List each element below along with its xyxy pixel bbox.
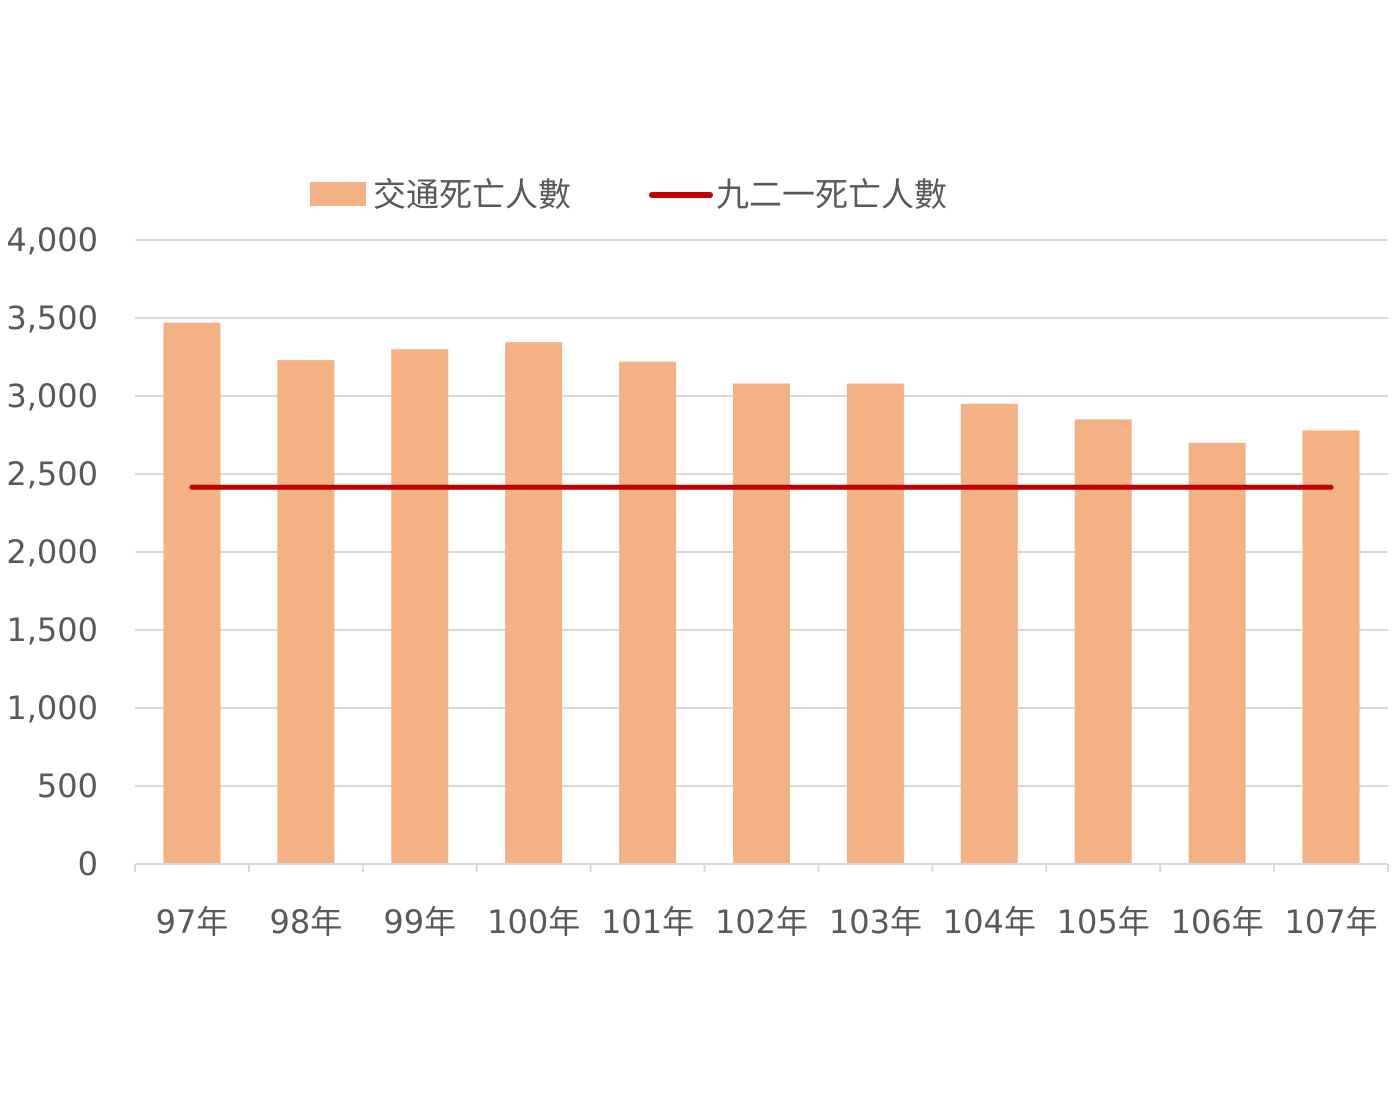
y-tick-label: 1,000 <box>6 689 98 727</box>
x-tick-label: 105年 <box>1057 903 1150 941</box>
legend: 交通死亡人數 九二一死亡人數 <box>310 175 947 214</box>
y-tick-label: 2,500 <box>6 455 98 493</box>
x-tick-label: 106年 <box>1171 903 1264 941</box>
y-tick-label: 500 <box>37 767 98 805</box>
legend-swatch-bar <box>310 182 366 206</box>
bar-series <box>163 322 1360 864</box>
bar <box>960 403 1018 864</box>
y-tick-label: 3,500 <box>6 299 98 337</box>
x-tick-label: 98年 <box>269 903 342 941</box>
y-tick-label: 2,000 <box>6 533 98 571</box>
x-tick-label: 104年 <box>943 903 1036 941</box>
x-tick-label: 107年 <box>1284 903 1377 941</box>
x-tick-label: 101年 <box>601 903 694 941</box>
y-tick-label: 4,000 <box>6 221 98 259</box>
bar <box>1074 419 1132 864</box>
bar <box>1302 430 1360 864</box>
x-tick-label: 100年 <box>487 903 580 941</box>
y-tick-label: 0 <box>78 845 98 883</box>
legend-label-line: 九二一死亡人數 <box>716 175 947 214</box>
bar <box>733 383 790 864</box>
y-tick-label: 1,500 <box>6 611 98 649</box>
x-tick-label: 102年 <box>715 903 808 941</box>
bar <box>846 383 904 864</box>
bar <box>505 342 563 864</box>
y-tick-label: 3,000 <box>6 377 98 415</box>
x-tick-label: 103年 <box>829 903 922 941</box>
x-axis <box>134 863 1389 872</box>
y-axis-ticks: 0 500 1,000 1,500 2,000 2,500 3,000 3,500 4,000 <box>6 221 98 883</box>
x-tick-label: 97年 <box>156 903 229 941</box>
bar <box>391 349 449 864</box>
bar <box>619 361 677 864</box>
legend-label-bar: 交通死亡人數 <box>373 175 571 214</box>
bar <box>1188 442 1246 864</box>
x-axis-ticks: 97年 98年 99年 100年 101年 102年 103年 104年 105年 106年 107… <box>156 903 1378 941</box>
x-tick-label: 99年 <box>383 903 456 941</box>
bar <box>277 360 335 864</box>
bar <box>163 322 221 864</box>
